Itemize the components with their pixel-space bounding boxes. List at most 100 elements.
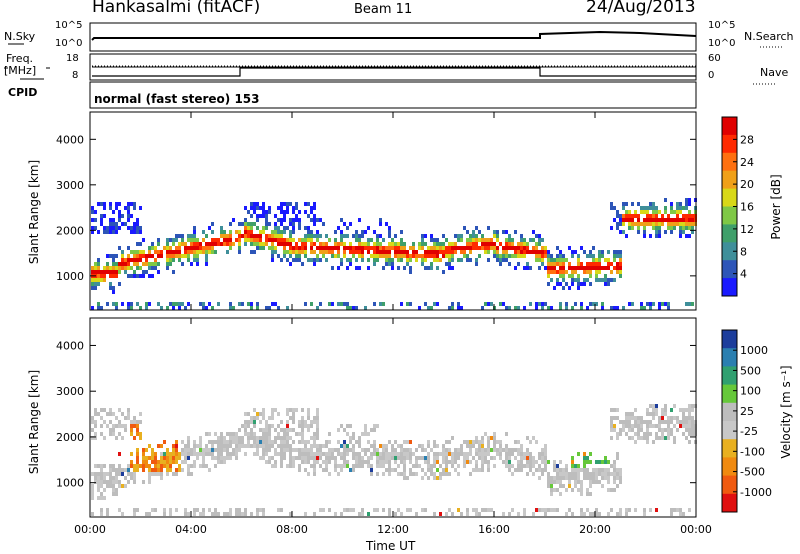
heatmap-cell [685,206,688,210]
heatmap-cell [661,222,664,226]
heatmap-cell [208,432,211,436]
heatmap-cell [136,222,139,226]
heatmap-cell [607,476,610,480]
heatmap-cell [655,206,658,210]
heatmap-cell [559,258,562,262]
heatmap-cell [289,512,292,516]
heatmap-cell [601,266,604,270]
heatmap-cell [343,460,346,464]
heatmap-cell [685,420,688,424]
heatmap-cell [691,226,694,230]
heatmap-cell [133,464,136,468]
heatmap-cell [304,254,307,258]
x-tick-label: 04:00 [175,523,207,536]
heatmap-cell [568,484,571,488]
heatmap-cell [619,262,622,266]
heatmap-cell [688,218,691,222]
heatmap-cell [103,214,106,218]
heatmap-cell [283,436,286,440]
heatmap-cell [436,258,439,262]
heatmap-cell [619,480,622,484]
heatmap-cell [619,250,622,254]
heatmap-cell [406,508,409,512]
heatmap-cell [469,460,472,464]
heatmap-cell [565,488,568,492]
heatmap-cell [163,246,166,250]
heatmap-cell [553,286,556,290]
heatmap-cell [439,472,442,476]
heatmap-cell [385,262,388,266]
heatmap-cell [472,238,475,242]
heatmap-cell [376,448,379,452]
heatmap-cell [388,452,391,456]
heatmap-cell [97,274,100,278]
heatmap-cell [316,420,319,424]
heatmap-cell [109,484,112,488]
heatmap-cell [184,512,187,516]
heatmap-cell [256,452,259,456]
heatmap-cell [349,440,352,444]
heatmap-cell [136,226,139,230]
heatmap-cell [358,266,361,270]
heatmap-cell [133,416,136,420]
velocity-ylabel: Slant Range [km] [27,369,41,475]
heatmap-cell [643,306,646,310]
heatmap-cell [292,218,295,222]
heatmap-cell [394,448,397,452]
heatmap-cell [559,484,562,488]
heatmap-cell [253,234,256,238]
heatmap-cell [316,448,319,452]
heatmap-cell [202,306,205,310]
heatmap-cell [607,460,610,464]
heatmap-cell [592,258,595,262]
heatmap-cell [214,512,217,516]
heatmap-cell [364,424,367,428]
heatmap-cell [340,238,343,242]
heatmap-cell [508,456,511,460]
heatmap-cell [205,242,208,246]
heatmap-cell [133,424,136,428]
heatmap-cell [97,412,100,416]
heatmap-cell [568,508,571,512]
heatmap-cell [364,448,367,452]
heatmap-cell [586,266,589,270]
heatmap-cell [613,218,616,222]
heatmap-cell [460,512,463,516]
heatmap-cell [670,218,673,222]
heatmap-cell [103,464,106,468]
heatmap-cell [547,262,550,266]
heatmap-cell [103,488,106,492]
heatmap-cell [358,436,361,440]
heatmap-cell [622,202,625,206]
heatmap-cell [379,250,382,254]
heatmap-cell [394,440,397,444]
heatmap-cell [676,416,679,420]
heatmap-cell [97,496,100,500]
heatmap-cell [319,508,322,512]
heatmap-cell [253,222,256,226]
heatmap-cell [487,444,490,448]
heatmap-cell [181,302,184,306]
heatmap-cell [145,306,148,310]
heatmap-cell [112,484,115,488]
heatmap-cell [487,302,490,306]
heatmap-cell [133,270,136,274]
heatmap-cell [139,226,142,230]
heatmap-cell [499,448,502,452]
heatmap-cell [397,266,400,270]
heatmap-cell [208,226,211,230]
heatmap-cell [97,464,100,468]
heatmap-cell [616,408,619,412]
heatmap-cell [559,282,562,286]
heatmap-cell [172,238,175,242]
heatmap-cell [400,512,403,516]
heatmap-cell [238,444,241,448]
heatmap-cell [664,404,667,408]
heatmap-cell [562,278,565,282]
heatmap-cell [610,202,613,206]
heatmap-cell [286,202,289,206]
heatmap-cell [283,214,286,218]
heatmap-cell [265,444,268,448]
heatmap-cell [565,468,568,472]
heatmap-cell [109,222,112,226]
